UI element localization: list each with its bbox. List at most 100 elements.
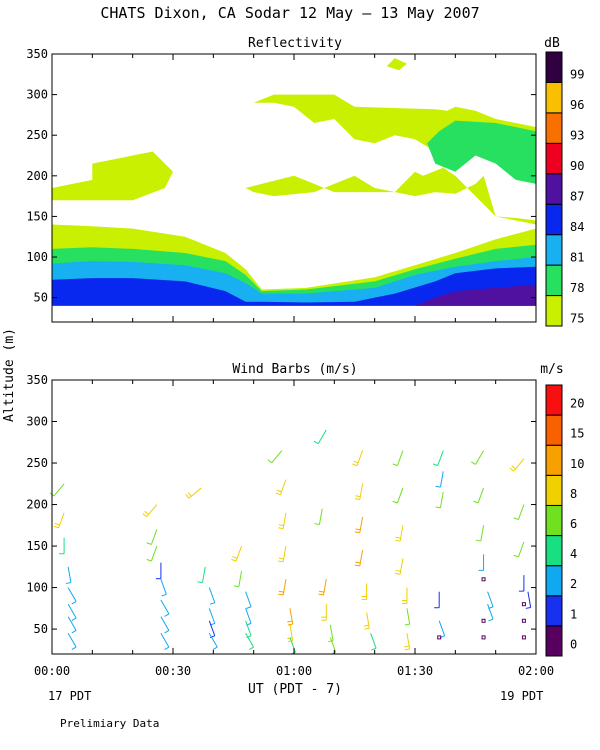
colorbar-label: 6 bbox=[570, 517, 577, 531]
colorbar-swatch-1 bbox=[545, 595, 563, 627]
wind-barb-feather bbox=[278, 560, 284, 563]
wind-barb-feather bbox=[185, 494, 190, 499]
reflectivity-contours bbox=[52, 58, 536, 306]
wind-barb-feather bbox=[164, 613, 170, 617]
calm-marker bbox=[481, 618, 486, 623]
y-tick-label: 200 bbox=[26, 169, 48, 183]
calm-marker bbox=[521, 635, 526, 640]
wind-barb bbox=[146, 504, 158, 518]
wind-barb bbox=[282, 579, 287, 596]
wind-barb bbox=[245, 620, 252, 636]
wind-barb bbox=[527, 591, 532, 608]
colorbar-swatch-8 bbox=[545, 474, 563, 506]
x-tick-label: 01:30 bbox=[397, 664, 433, 678]
colorbar-label: 93 bbox=[570, 129, 584, 143]
wind-barb bbox=[359, 483, 364, 500]
colorbar-label: 78 bbox=[570, 281, 584, 295]
wind-barb-feather bbox=[209, 602, 215, 605]
plot-frame bbox=[51, 379, 537, 655]
y-tick-label: 150 bbox=[26, 539, 48, 553]
wind-barb bbox=[439, 471, 444, 488]
wind-barb bbox=[67, 603, 77, 619]
wind-barb-feather bbox=[354, 564, 360, 567]
wind-barb-feather bbox=[354, 531, 360, 534]
wind-barb-feather bbox=[278, 590, 284, 593]
colorbar-swatch-84 bbox=[545, 203, 563, 236]
wind-barb bbox=[67, 587, 77, 602]
wind-barb-feather bbox=[278, 527, 284, 530]
wind-barb bbox=[517, 504, 525, 520]
colorbar-swatch-90 bbox=[545, 142, 563, 175]
y-tick-label: 250 bbox=[26, 128, 48, 142]
wind-barb bbox=[477, 487, 485, 504]
wind-barb-feather bbox=[355, 495, 361, 498]
wind-barb-feather bbox=[164, 630, 170, 634]
wind-barb bbox=[238, 570, 243, 587]
colorbar-swatch-10 bbox=[545, 444, 563, 476]
colorbar-label: 0 bbox=[570, 637, 577, 651]
wind-barb bbox=[160, 616, 170, 631]
calm-marker bbox=[481, 635, 486, 640]
x-tick-label: 00:00 bbox=[34, 664, 70, 678]
wind-barb-feather bbox=[65, 582, 71, 584]
wind-barb-feather bbox=[511, 465, 516, 470]
wind-barb-feather bbox=[435, 506, 441, 509]
contour-75-small-top bbox=[386, 58, 407, 71]
wind-barb-feather bbox=[353, 460, 359, 464]
x-tick-label: 02:00 bbox=[518, 664, 554, 678]
wind-barb-feather bbox=[249, 646, 254, 651]
wind-barb-feather bbox=[232, 556, 238, 559]
wind-barb-feather bbox=[513, 517, 519, 521]
colorbar-label: 99 bbox=[570, 68, 584, 82]
wind-barb bbox=[279, 479, 287, 495]
wind-barb-feather bbox=[352, 463, 358, 467]
wind-barb-feather bbox=[404, 645, 410, 648]
calm-marker bbox=[481, 577, 486, 582]
colorbar-label: 20 bbox=[570, 397, 584, 411]
wind-barb bbox=[282, 512, 287, 529]
wind-barb bbox=[245, 632, 255, 648]
contour-75-cloud-left bbox=[52, 151, 173, 201]
wind-barb-feather bbox=[314, 523, 320, 525]
wind-barb bbox=[487, 591, 494, 607]
wind-barb bbox=[53, 483, 65, 497]
y-tick-label: 300 bbox=[26, 415, 48, 429]
wind-barb bbox=[439, 492, 444, 508]
wind-barb-feather bbox=[470, 461, 476, 465]
wind-barb-feather bbox=[71, 617, 77, 621]
wind-barb-feather bbox=[144, 510, 149, 515]
wind-barb bbox=[329, 624, 334, 641]
wind-colorbar-unit: m/s bbox=[540, 362, 563, 377]
wind-barb bbox=[480, 525, 485, 542]
wind-barb-feather bbox=[71, 600, 77, 605]
wind-barb-feather bbox=[231, 558, 237, 562]
y-tick-label: 250 bbox=[26, 456, 48, 470]
colorbar: 75 78 81 84 87 90 93 96 99 bbox=[545, 51, 584, 327]
wind-barb-feather bbox=[525, 606, 531, 609]
left-date-label: 17 PDT bbox=[48, 689, 91, 703]
wind-barb bbox=[245, 608, 252, 624]
colorbar-swatch-20 bbox=[545, 384, 563, 416]
colorbar-swatch-81 bbox=[545, 234, 563, 266]
y-tick-label: 350 bbox=[26, 373, 48, 387]
y-tick-label: 300 bbox=[26, 88, 48, 102]
wind-barb-feather bbox=[488, 618, 494, 622]
wind-barb-feather bbox=[71, 646, 77, 651]
wind-barb bbox=[437, 450, 444, 466]
colorbar-swatch-75 bbox=[545, 295, 563, 327]
colorbar-label: 75 bbox=[570, 311, 584, 325]
wind-barb bbox=[208, 620, 216, 636]
colorbar-label: 84 bbox=[570, 220, 584, 234]
wind-barb-feather bbox=[209, 635, 215, 639]
wind-barb bbox=[475, 450, 484, 465]
wind-barb-feather bbox=[146, 542, 152, 545]
calm-marker bbox=[521, 618, 526, 623]
wind-barb-feather bbox=[363, 624, 369, 627]
wind-barb bbox=[406, 608, 411, 625]
y-tick-label: 50 bbox=[34, 622, 48, 636]
wind-barb-feather bbox=[287, 640, 293, 643]
reflectivity-panel: 50 100 150 200 250 300 350 75 78 81 84 87 90 93 96 99 bbox=[26, 47, 584, 327]
wind-barb bbox=[487, 604, 494, 620]
x-tick-label: 01:00 bbox=[276, 664, 312, 678]
